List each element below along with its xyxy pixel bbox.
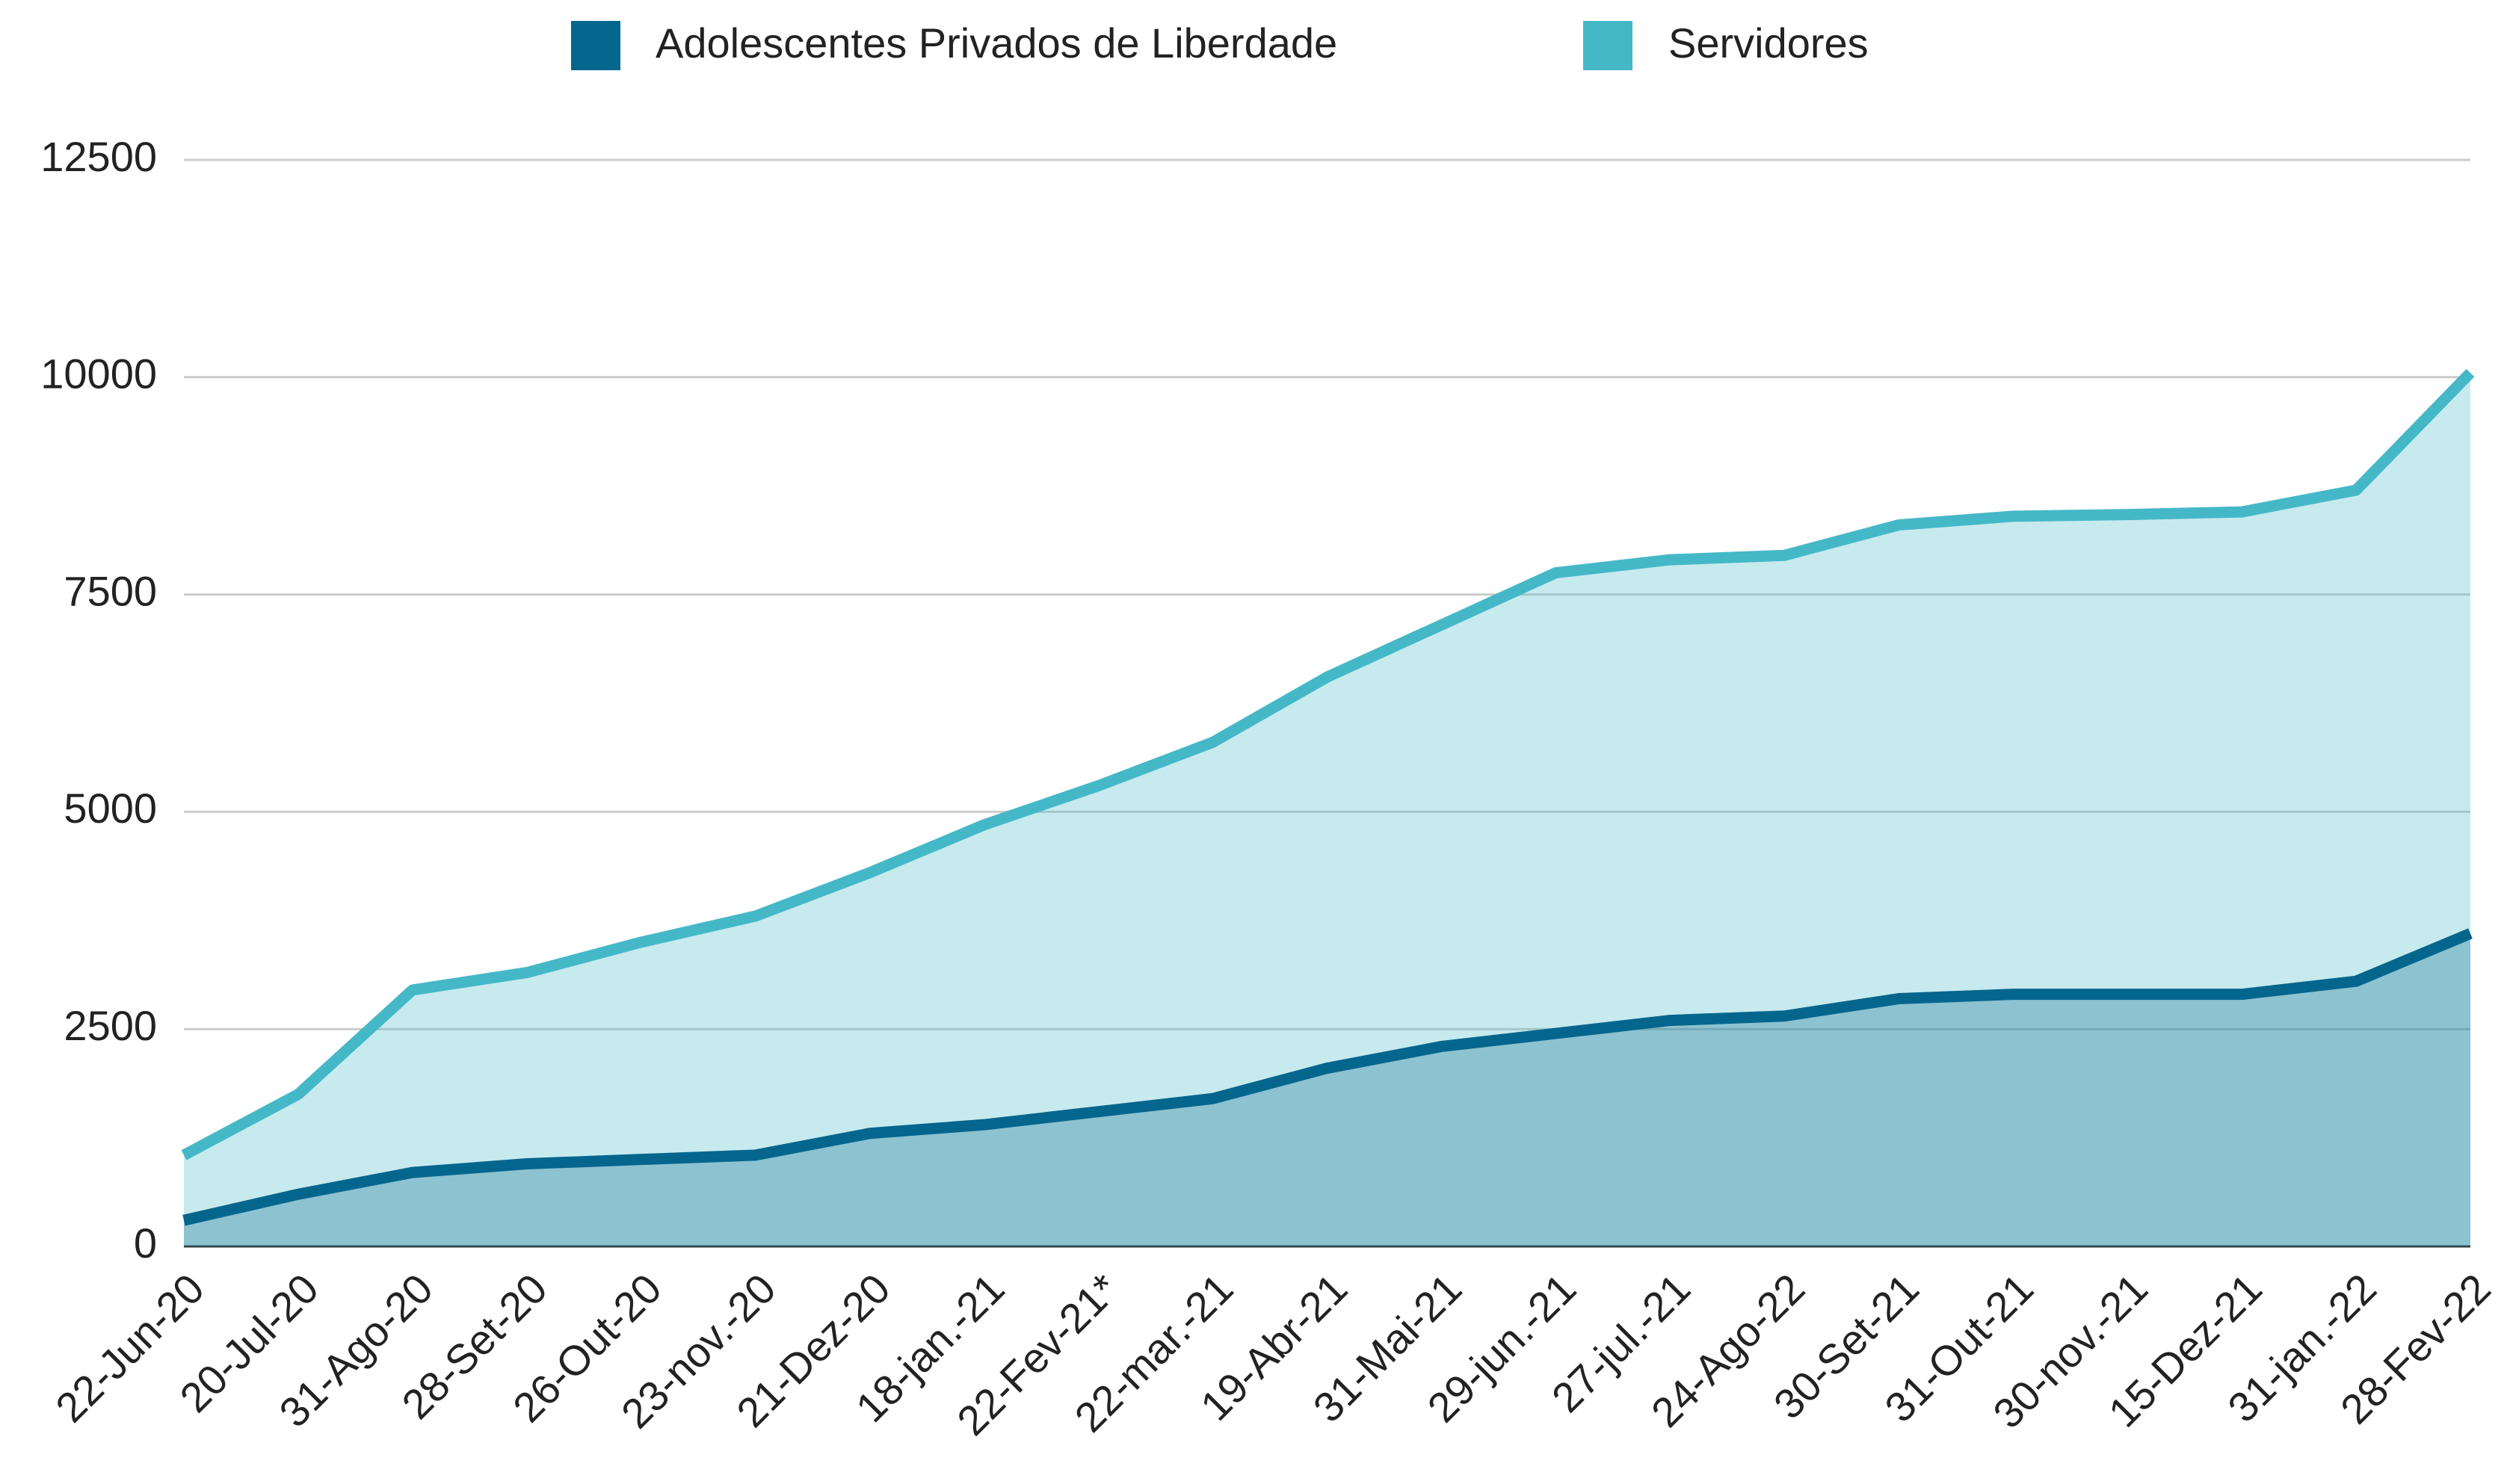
- area: [184, 933, 2470, 1246]
- line: [182, 928, 2473, 1226]
- area: [184, 372, 2470, 1246]
- y-tick-label: 2500: [64, 1002, 157, 1049]
- legend-swatch: [1583, 21, 1632, 70]
- legend-swatch: [571, 21, 620, 70]
- y-tick-label: 0: [134, 1219, 157, 1267]
- y-tick-label: 12500: [40, 133, 157, 180]
- y-tick-label: 10000: [40, 350, 157, 398]
- line: [181, 368, 2475, 1160]
- y-tick-label: 5000: [64, 785, 157, 832]
- legend-label: Servidores: [1668, 19, 1869, 67]
- legend-label: Adolescentes Privados de Liberdade: [656, 19, 1337, 67]
- y-tick-label: 7500: [64, 567, 157, 614]
